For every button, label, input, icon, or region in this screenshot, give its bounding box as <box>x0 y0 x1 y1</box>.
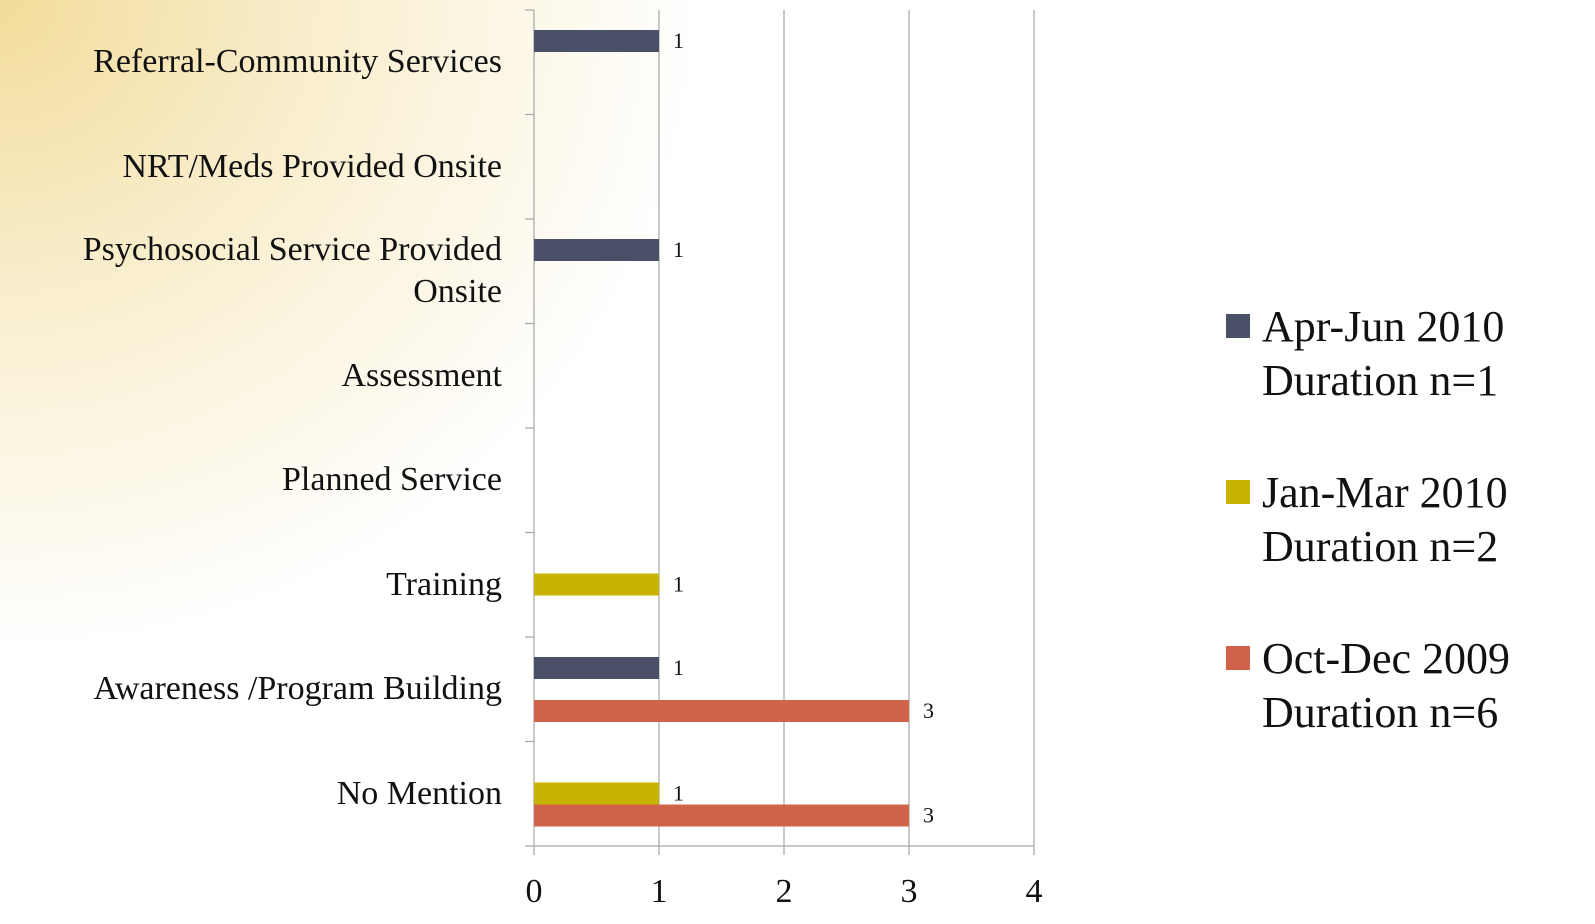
bar <box>534 700 909 722</box>
bar <box>534 657 659 679</box>
data-label: 3 <box>923 803 934 828</box>
bar <box>534 782 659 805</box>
bar <box>534 804 909 827</box>
legend-label: Apr-Jun 2010 Duration n=1 <box>1262 302 1505 405</box>
bar <box>534 239 659 261</box>
bar <box>534 30 659 52</box>
y-tick-label: Training <box>386 565 502 603</box>
legend-swatch <box>1226 646 1250 670</box>
data-label: 1 <box>673 655 684 680</box>
data-label: 1 <box>673 237 684 262</box>
data-label: 1 <box>673 572 684 597</box>
bar <box>534 573 659 596</box>
legend-label: Oct-Dec 2009 Duration n=6 <box>1262 634 1511 737</box>
x-tick-label: 0 <box>526 873 543 910</box>
x-tick-label: 4 <box>1026 873 1043 910</box>
x-tick-label: 1 <box>651 873 668 910</box>
y-tick-label: Psychosocial Service Provided Onsite <box>82 231 502 311</box>
y-tick-label: Awareness /Program Building <box>93 670 502 708</box>
data-label: 1 <box>673 28 684 53</box>
y-tick-label: Assessment <box>341 356 502 394</box>
legend-swatch <box>1226 314 1250 338</box>
y-tick-label: Planned Service <box>282 461 502 499</box>
y-tick-label: No Mention <box>336 774 502 812</box>
legend-swatch <box>1226 480 1250 504</box>
x-tick-label: 3 <box>901 873 918 910</box>
y-tick-label: Referral-Community Services <box>93 43 502 81</box>
y-tick-label: NRT/Meds Provided Onsite <box>122 147 503 185</box>
legend-label: Jan-Mar 2010 Duration n=2 <box>1262 468 1508 571</box>
data-label: 3 <box>923 698 934 723</box>
x-tick-label: 2 <box>776 873 793 910</box>
data-label: 1 <box>673 781 684 806</box>
